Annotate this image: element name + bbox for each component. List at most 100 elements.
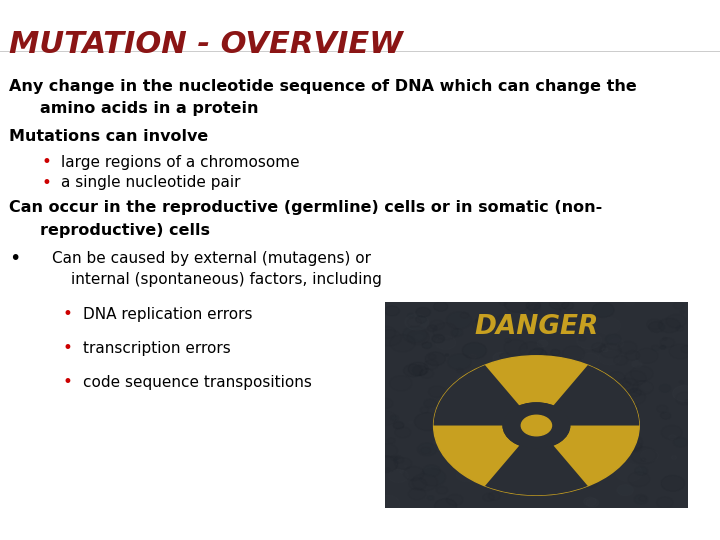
- Circle shape: [628, 442, 642, 452]
- Circle shape: [404, 465, 408, 467]
- Circle shape: [558, 421, 567, 426]
- Circle shape: [624, 424, 634, 431]
- Circle shape: [685, 400, 690, 403]
- Circle shape: [623, 382, 631, 387]
- Text: •: •: [41, 153, 51, 171]
- Circle shape: [615, 413, 629, 423]
- Text: Can occur in the reproductive (germline) cells or in somatic (non-: Can occur in the reproductive (germline)…: [9, 200, 603, 215]
- Text: MUTATION - OVERVIEW: MUTATION - OVERVIEW: [9, 30, 403, 59]
- Circle shape: [433, 356, 639, 495]
- Circle shape: [378, 330, 402, 346]
- Circle shape: [462, 342, 487, 359]
- Circle shape: [412, 474, 438, 491]
- Circle shape: [657, 497, 673, 508]
- Circle shape: [394, 456, 404, 463]
- Circle shape: [634, 467, 648, 475]
- Circle shape: [681, 346, 691, 353]
- Circle shape: [436, 487, 448, 494]
- Circle shape: [608, 339, 624, 349]
- Circle shape: [474, 393, 480, 396]
- Circle shape: [616, 379, 639, 393]
- Circle shape: [488, 481, 492, 483]
- Circle shape: [535, 437, 552, 449]
- Text: •: •: [63, 339, 73, 357]
- Circle shape: [393, 422, 404, 429]
- Circle shape: [387, 438, 395, 443]
- Circle shape: [402, 326, 428, 343]
- Circle shape: [480, 490, 483, 493]
- Circle shape: [373, 495, 400, 514]
- Circle shape: [518, 454, 527, 460]
- Circle shape: [595, 317, 621, 334]
- Circle shape: [433, 436, 456, 451]
- FancyBboxPatch shape: [385, 302, 688, 508]
- Circle shape: [531, 322, 537, 327]
- Circle shape: [611, 431, 635, 448]
- Wedge shape: [433, 365, 520, 426]
- Circle shape: [556, 421, 560, 423]
- Circle shape: [546, 480, 564, 493]
- Circle shape: [415, 468, 435, 481]
- Circle shape: [562, 366, 564, 368]
- Circle shape: [482, 476, 487, 480]
- Circle shape: [564, 373, 577, 382]
- Circle shape: [423, 399, 436, 408]
- Circle shape: [446, 312, 472, 329]
- Circle shape: [660, 384, 670, 392]
- Circle shape: [418, 443, 437, 456]
- Circle shape: [391, 456, 397, 461]
- Circle shape: [466, 463, 473, 469]
- Circle shape: [600, 343, 621, 358]
- Wedge shape: [553, 365, 639, 426]
- Circle shape: [503, 403, 570, 448]
- Circle shape: [433, 302, 448, 311]
- Circle shape: [436, 336, 456, 349]
- Circle shape: [628, 418, 639, 426]
- Circle shape: [528, 304, 541, 313]
- Circle shape: [420, 447, 431, 454]
- Circle shape: [584, 497, 596, 506]
- Circle shape: [575, 433, 588, 442]
- Circle shape: [557, 408, 582, 425]
- Circle shape: [519, 342, 543, 358]
- Circle shape: [542, 413, 560, 425]
- Text: a single nucleotide pair: a single nucleotide pair: [61, 175, 240, 190]
- Circle shape: [631, 366, 653, 381]
- Circle shape: [395, 456, 400, 458]
- Circle shape: [642, 383, 653, 390]
- Text: Mutations can involve: Mutations can involve: [9, 129, 209, 144]
- Text: internal (spontaneous) factors, including: internal (spontaneous) factors, includin…: [71, 272, 382, 287]
- Circle shape: [432, 334, 444, 343]
- Circle shape: [549, 463, 572, 480]
- Circle shape: [573, 441, 594, 455]
- Circle shape: [592, 302, 614, 318]
- Text: transcription errors: transcription errors: [83, 341, 230, 356]
- Circle shape: [541, 401, 559, 413]
- Text: Any change in the nucleotide sequence of DNA which can change the: Any change in the nucleotide sequence of…: [9, 79, 637, 94]
- Circle shape: [403, 364, 423, 377]
- Circle shape: [590, 395, 616, 411]
- Circle shape: [649, 321, 665, 333]
- Circle shape: [428, 382, 435, 386]
- Circle shape: [625, 371, 646, 385]
- Circle shape: [534, 375, 558, 391]
- Circle shape: [649, 379, 672, 395]
- Circle shape: [577, 332, 602, 349]
- Circle shape: [586, 498, 599, 507]
- Text: code sequence transpositions: code sequence transpositions: [83, 375, 312, 390]
- Circle shape: [483, 494, 494, 501]
- Circle shape: [536, 394, 559, 410]
- Circle shape: [644, 472, 647, 474]
- Circle shape: [489, 414, 508, 427]
- Circle shape: [617, 484, 634, 496]
- Circle shape: [672, 386, 696, 401]
- Text: large regions of a chromosome: large regions of a chromosome: [61, 154, 300, 170]
- Circle shape: [564, 309, 590, 326]
- Circle shape: [520, 456, 537, 467]
- Circle shape: [516, 375, 519, 377]
- Circle shape: [606, 334, 621, 345]
- Circle shape: [459, 384, 464, 388]
- Text: •: •: [41, 173, 51, 192]
- Text: amino acids in a protein: amino acids in a protein: [40, 100, 258, 116]
- Circle shape: [536, 355, 562, 373]
